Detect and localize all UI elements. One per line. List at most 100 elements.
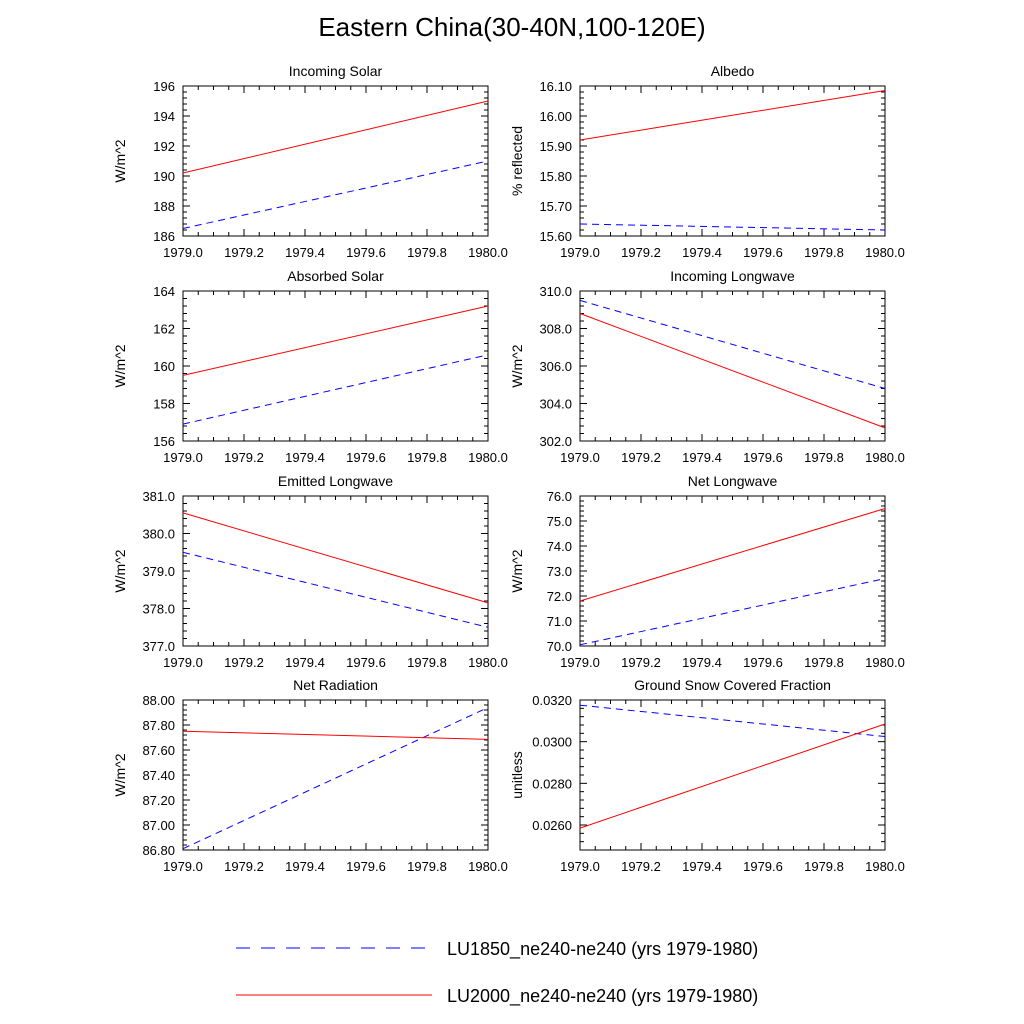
absorbed-solar-series-lu2000-line: [182, 305, 489, 376]
absorbed-solar-y-tick-label: 164: [153, 284, 175, 299]
absorbed-solar-y-tick-label: 158: [153, 397, 175, 412]
ground-snow-covered-fraction-y-tick-label: 0.0300: [532, 735, 572, 750]
incoming-solar-y-tick-label: 190: [153, 169, 175, 184]
net-radiation-x-tick-label: 1979.4: [285, 859, 325, 874]
net-radiation-x-tick-label: 1979.2: [224, 859, 264, 874]
emitted-longwave-x-tick-label: 1979.6: [346, 655, 386, 670]
absorbed-solar-x-tick-label: 1979.8: [407, 450, 447, 465]
net-radiation-y-tick-label: 88.00: [142, 693, 175, 708]
emitted-longwave-y-tick-label: 377.0: [142, 639, 175, 654]
net-longwave-x-tick-label: 1979.2: [621, 655, 661, 670]
incoming-solar-x-tick-label: 1980.0: [468, 245, 508, 260]
emitted-longwave-x-tick-label: 1979.2: [224, 655, 264, 670]
incoming-solar-x-tick-label: 1979.4: [285, 245, 325, 260]
ground-snow-covered-fraction-panel-title: Ground Snow Covered Fraction: [634, 677, 831, 693]
albedo-y-tick-label: 15.90: [539, 139, 572, 154]
absorbed-solar-panel-title: Absorbed Solar: [287, 268, 384, 284]
incoming-longwave-plot-frame: [579, 290, 886, 442]
incoming-longwave-x-tick-label: 1980.0: [865, 450, 905, 465]
emitted-longwave-series-lu1850-line: [182, 551, 489, 628]
incoming-longwave-x-tick-label: 1979.4: [682, 450, 722, 465]
incoming-solar-x-tick-label: 1979.6: [346, 245, 386, 260]
emitted-longwave-y-tick-label: 379.0: [142, 564, 175, 579]
incoming-solar-x-tick-label: 1979.8: [407, 245, 447, 260]
net-longwave-x-tick-label: 1980.0: [865, 655, 905, 670]
net-radiation-series-lu2000-line: [182, 730, 489, 740]
net-longwave-plot-frame: [579, 495, 886, 647]
absorbed-solar-series-lu1850-line: [182, 354, 489, 425]
absorbed-solar-y-axis-label: W/m^2: [112, 344, 128, 387]
net-radiation-series-lu1850-line: [182, 707, 489, 850]
albedo-panel-title: Albedo: [711, 63, 755, 79]
incoming-longwave-panel-title: Incoming Longwave: [670, 268, 795, 284]
absorbed-solar-plot-frame: [182, 290, 489, 442]
net-longwave-x-tick-label: 1979.8: [804, 655, 844, 670]
albedo-y-tick-label: 16.00: [539, 109, 572, 124]
incoming-longwave-y-tick-label: 302.0: [539, 434, 572, 449]
incoming-longwave-x-tick-label: 1979.0: [560, 450, 600, 465]
incoming-solar-x-tick-label: 1979.2: [224, 245, 264, 260]
absorbed-solar-x-tick-label: 1979.4: [285, 450, 325, 465]
emitted-longwave-x-tick-label: 1979.8: [407, 655, 447, 670]
incoming-longwave-series-lu2000-line: [579, 313, 886, 429]
absorbed-solar-x-tick-label: 1979.0: [163, 450, 203, 465]
net-longwave-y-tick-label: 70.0: [547, 639, 572, 654]
net-longwave-x-tick-label: 1979.0: [560, 655, 600, 670]
absorbed-solar-x-tick-label: 1980.0: [468, 450, 508, 465]
net-longwave-x-tick-label: 1979.6: [743, 655, 783, 670]
albedo-y-tick-label: 15.70: [539, 199, 572, 214]
incoming-longwave-y-tick-label: 308.0: [539, 322, 572, 337]
albedo-x-tick-label: 1979.8: [804, 245, 844, 260]
legend-label-lu1850: LU1850_ne240-ne240 (yrs 1979-1980): [447, 939, 758, 960]
net-longwave-y-tick-label: 75.0: [547, 514, 572, 529]
absorbed-solar-x-tick-label: 1979.2: [224, 450, 264, 465]
net-radiation-x-tick-label: 1980.0: [468, 859, 508, 874]
emitted-longwave-x-tick-label: 1979.0: [163, 655, 203, 670]
ground-snow-covered-fraction-y-tick-label: 0.0320: [532, 693, 572, 708]
albedo-x-tick-label: 1980.0: [865, 245, 905, 260]
albedo-x-tick-label: 1979.4: [682, 245, 722, 260]
net-longwave-y-tick-label: 76.0: [547, 489, 572, 504]
emitted-longwave-plot-frame: [182, 495, 489, 647]
emitted-longwave-y-tick-label: 378.0: [142, 602, 175, 617]
ground-snow-covered-fraction-x-tick-label: 1980.0: [865, 859, 905, 874]
emitted-longwave-y-axis-label: W/m^2: [112, 549, 128, 592]
net-longwave-y-tick-label: 71.0: [547, 614, 572, 629]
emitted-longwave-x-tick-label: 1979.4: [285, 655, 325, 670]
ground-snow-covered-fraction-y-tick-label: 0.0280: [532, 776, 572, 791]
incoming-longwave-y-tick-label: 306.0: [539, 359, 572, 374]
incoming-solar-panel-title: Incoming Solar: [289, 63, 383, 79]
albedo-x-tick-label: 1979.0: [560, 245, 600, 260]
incoming-longwave-x-tick-label: 1979.6: [743, 450, 783, 465]
incoming-longwave-x-tick-label: 1979.2: [621, 450, 661, 465]
net-radiation-x-tick-label: 1979.6: [346, 859, 386, 874]
albedo-y-tick-label: 15.60: [539, 229, 572, 244]
ground-snow-covered-fraction-x-tick-label: 1979.2: [621, 859, 661, 874]
incoming-longwave-series-lu1850-line: [579, 299, 886, 389]
net-radiation-y-tick-label: 87.00: [142, 818, 175, 833]
figure-title: Eastern China(30-40N,100-120E): [318, 12, 706, 42]
ground-snow-covered-fraction-x-tick-label: 1979.0: [560, 859, 600, 874]
albedo-series-lu2000-line: [579, 90, 886, 141]
incoming-longwave-x-tick-label: 1979.8: [804, 450, 844, 465]
net-radiation-y-tick-label: 86.80: [142, 843, 175, 858]
net-radiation-y-axis-label: W/m^2: [112, 753, 128, 796]
incoming-solar-x-tick-label: 1979.0: [163, 245, 203, 260]
incoming-solar-y-tick-label: 188: [153, 199, 175, 214]
absorbed-solar-y-tick-label: 162: [153, 322, 175, 337]
net-radiation-y-tick-label: 87.80: [142, 718, 175, 733]
emitted-longwave-x-tick-label: 1980.0: [468, 655, 508, 670]
incoming-longwave-y-axis-label: W/m^2: [509, 344, 525, 387]
incoming-solar-y-axis-label: W/m^2: [112, 139, 128, 182]
net-radiation-x-tick-label: 1979.8: [407, 859, 447, 874]
net-longwave-series-lu1850-line: [579, 578, 886, 646]
incoming-solar-y-tick-label: 186: [153, 229, 175, 244]
net-radiation-y-tick-label: 87.20: [142, 793, 175, 808]
ground-snow-covered-fraction-x-tick-label: 1979.4: [682, 859, 722, 874]
ground-snow-covered-fraction-y-axis-label: unitless: [509, 751, 525, 798]
albedo-y-tick-label: 15.80: [539, 169, 572, 184]
net-radiation-y-tick-label: 87.60: [142, 743, 175, 758]
absorbed-solar-x-tick-label: 1979.6: [346, 450, 386, 465]
